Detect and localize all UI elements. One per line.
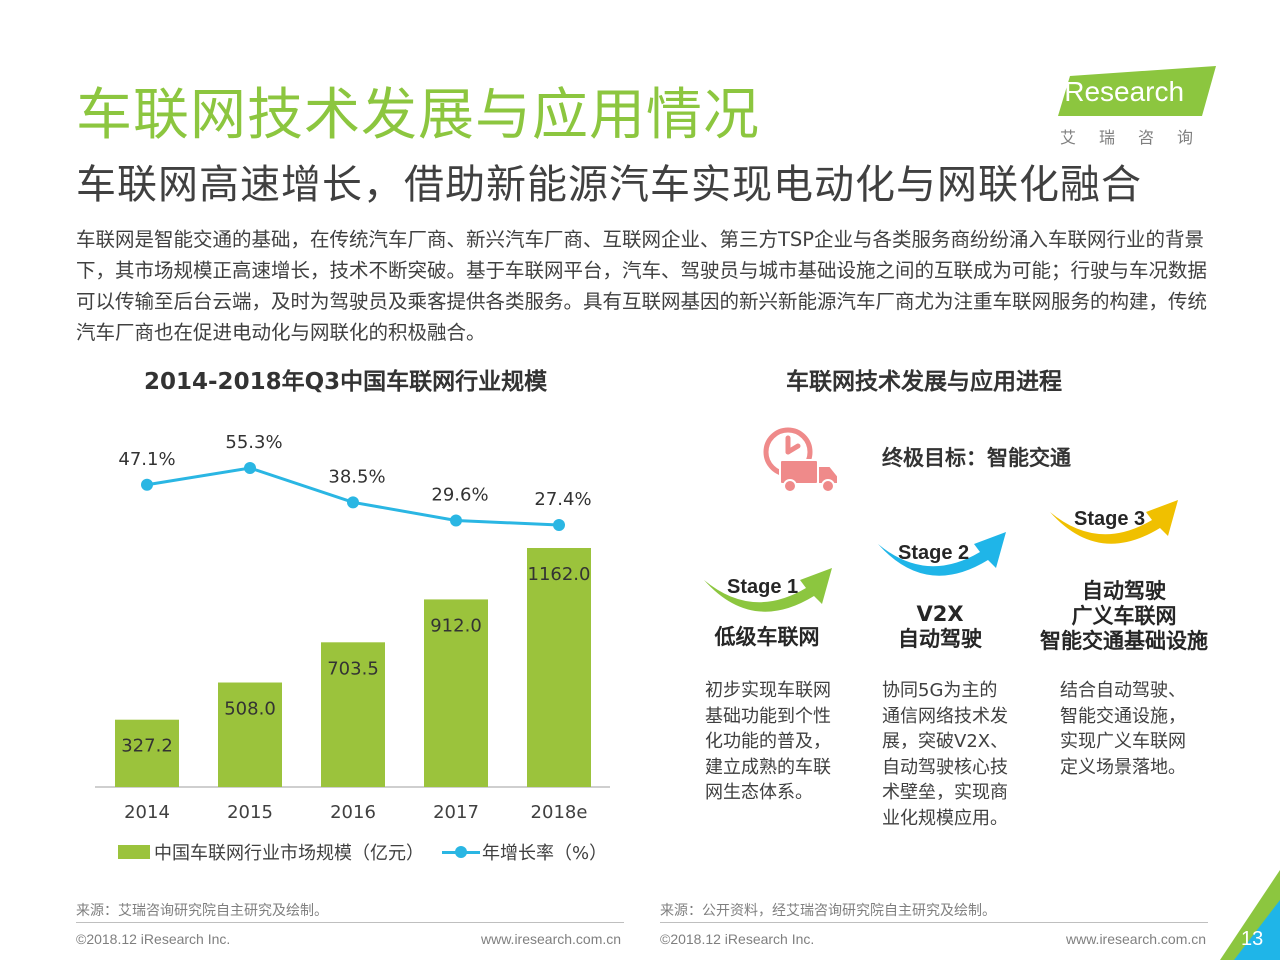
stage-3-name: 自动驾驶 广义车联网 智能交通基础设施 [1036,579,1212,654]
bar [424,599,488,787]
growth-rate-label: 47.1% [118,449,175,470]
growth-rate-point [347,496,359,509]
stage-3-label: Stage 3 [1074,508,1146,530]
stage-1-desc-line: 初步实现车联网 [705,680,831,701]
bar-data-label: 1162.0 [528,564,591,585]
stage-1-label: Stage 1 [727,576,799,598]
page-title: 车联网技术发展与应用情况 [76,83,760,148]
growth-rate-point [244,462,256,474]
stage-2-desc-line: 业化规模应用。 [882,807,1008,829]
footer-divider-right [660,922,1208,923]
growth-rate-label: 29.6% [431,485,488,506]
source-note-right: 来源：公开资料，经艾瑞咨询研究院自主研究及绘制。 [660,903,996,919]
clock-truck-icon [763,427,839,493]
source-note-left: 来源：艾瑞咨询研究院自主研究及绘制。 [76,903,328,919]
website-left: www.iresearch.com.cn [481,931,622,947]
x-tick-label: 2018e [531,802,588,823]
bar-data-label: 912.0 [430,615,482,636]
roadmap-title: 车联网技术发展与应用进程 [786,369,1062,395]
stage-2-name: V2X 自动驾驶 [876,602,1004,652]
legend-bar-swatch [118,845,150,859]
bar-data-label: 508.0 [224,699,276,720]
growth-rate-label: 38.5% [328,466,385,487]
website-right: www.iresearch.com.cn [1066,931,1207,947]
copyright-left: ©2018.12 iResearch Inc. [76,931,231,947]
logo-chinese-text: 艾瑞咨询 [1060,128,1217,147]
chart-title: 2014-2018年Q3中国车联网行业规模 [144,369,548,395]
stage-1-name-line: 低级车联网 [714,625,820,649]
stage-1-desc-line: 化功能的普及， [705,731,831,752]
growth-rate-point [553,519,565,531]
stage-3-description: 结合自动驾驶、 智能交通设施， 实现广义车联网 定义场景落地。 [1060,678,1210,780]
bar [218,682,282,787]
logo-text: iResearch [1058,76,1185,107]
legend-line-swatch [442,845,480,859]
iresearch-logo [1058,66,1216,116]
growth-rate-point [141,478,153,491]
stage-1-desc-line: 基础功能到个性 [705,705,831,727]
x-tick-label: 2014 [124,802,170,823]
intro-paragraph: 车联网是智能交通的基础，在传统汽车厂商、新兴汽车厂商、互联网企业、第三方TSP企… [76,228,1208,344]
stage-3-name-line: 广义车联网 [1071,604,1177,628]
stage-1-desc-line: 网生态体系。 [705,782,813,803]
stage-2-name-line: V2X [916,602,964,626]
ultimate-goal: 终极目标：智能交通 [882,446,1071,470]
stage-2-desc-line: 协同5G为主的 [882,680,998,701]
bar-data-label: 703.5 [327,658,379,679]
stage-2-desc-line: 展，突破V2X、 [882,731,1009,752]
stage-2-label: Stage 2 [898,542,970,564]
stage-3-desc-line: 定义场景落地。 [1060,756,1186,778]
x-tick-label: 2017 [433,802,479,823]
copyright-right: ©2018.12 iResearch Inc. [660,931,815,947]
page-number: 13 [1241,928,1264,950]
stage-2-arrow-icon [878,532,1006,576]
page-corner-decoration [1220,870,1280,960]
stage-3-desc-line: 结合自动驾驶、 [1060,680,1186,701]
growth-rate-label: 27.4% [534,489,591,510]
bar [527,548,591,787]
chart-legend: 中国车联网行业市场规模（亿元） 年增长率（%） [118,839,607,865]
stage-2-desc-line: 通信网络技术发 [882,705,1008,727]
legend-line-label: 年增长率（%） [482,843,608,864]
footer-divider-left [76,922,624,923]
stage-2-name-line: 自动驾驶 [898,627,982,651]
growth-rate-point [450,514,462,527]
bar-data-label: 327.2 [121,736,173,757]
stage-1-description: 初步实现车联网 基础功能到个性 化功能的普及， 建立成熟的车联 网生态体系。 [705,678,845,806]
bar [321,642,385,787]
growth-rate-label: 55.3% [225,432,282,453]
stage-3-name-line: 智能交通基础设施 [1040,629,1208,653]
stage-1-desc-line: 建立成熟的车联 [705,756,831,778]
stage-3-arrow-icon [1050,500,1178,544]
stage-2-description: 协同5G为主的 通信网络技术发 展，突破V2X、 自动驾驶核心技 术壁垒，实现商… [882,678,1022,831]
stage-2-desc-line: 术壁垒，实现商 [882,782,1008,803]
stage-3-name-line: 自动驾驶 [1082,579,1166,603]
legend-bar-label: 中国车联网行业市场规模（亿元） [154,843,424,864]
x-tick-label: 2016 [330,802,376,823]
page-subtitle: 车联网高速增长，借助新能源汽车实现电动化与网联化融合 [76,162,1142,208]
stage-1-name: 低级车联网 [706,625,828,650]
bar [115,719,179,787]
market-size-chart: 327.2 2014 508.0 2015 703.5 2016 912.0 2017 1162… [95,432,610,823]
x-tick-label: 2015 [227,802,273,823]
stage-3-desc-line: 实现广义车联网 [1060,731,1186,752]
stage-3-desc-line: 智能交通设施， [1060,705,1186,727]
stage-1-arrow-icon [704,568,832,612]
stage-2-desc-line: 自动驾驶核心技 [882,756,1008,778]
